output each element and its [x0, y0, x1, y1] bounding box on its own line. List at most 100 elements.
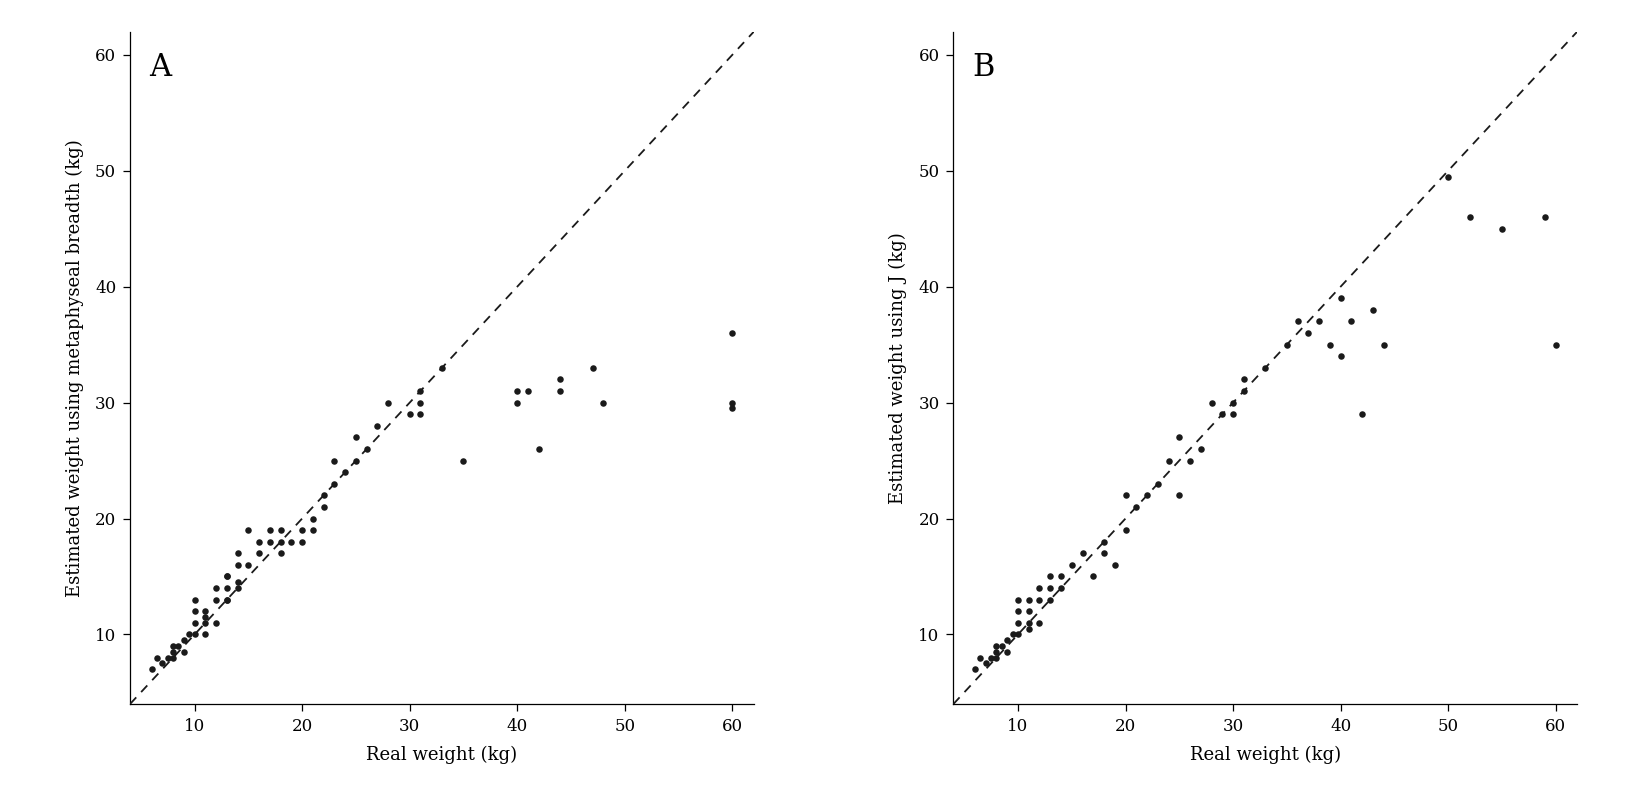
Point — [268, 524, 294, 536]
Point — [364, 419, 390, 432]
Point — [246, 547, 272, 559]
Point — [159, 651, 185, 664]
Point — [1037, 593, 1063, 606]
Text: A: A — [150, 52, 171, 83]
Point — [322, 454, 348, 467]
Point — [257, 524, 283, 536]
Point — [1026, 593, 1052, 606]
Point — [1543, 339, 1569, 351]
Point — [1532, 210, 1558, 223]
Point — [215, 593, 241, 606]
Point — [972, 657, 998, 670]
Point — [1016, 593, 1042, 606]
Point — [171, 634, 197, 646]
Point — [1112, 489, 1138, 501]
X-axis label: Real weight (kg): Real weight (kg) — [1190, 746, 1341, 764]
Point — [984, 640, 1010, 653]
Point — [1070, 547, 1096, 559]
Point — [719, 396, 745, 409]
Point — [1005, 616, 1031, 629]
Point — [203, 616, 229, 629]
Point — [224, 581, 250, 594]
Point — [1436, 170, 1462, 183]
Point — [984, 651, 1010, 664]
Point — [311, 501, 337, 513]
Point — [268, 547, 294, 559]
Point — [182, 616, 208, 629]
Point — [1133, 489, 1159, 501]
Point — [1317, 339, 1343, 351]
Point — [246, 536, 272, 548]
Point — [1059, 558, 1085, 571]
Point — [343, 431, 369, 444]
Point — [182, 593, 208, 606]
Point — [299, 524, 325, 536]
Point — [1016, 605, 1042, 618]
Point — [376, 396, 402, 409]
Point — [1102, 558, 1128, 571]
Point — [1005, 605, 1031, 618]
Point — [1489, 222, 1515, 235]
Point — [176, 628, 202, 641]
Point — [224, 576, 250, 589]
Point — [1016, 623, 1042, 635]
Point — [979, 651, 1005, 664]
Point — [182, 628, 208, 641]
Point — [993, 634, 1020, 646]
Point — [343, 454, 369, 467]
Point — [1145, 478, 1171, 490]
Point — [332, 466, 358, 479]
Point — [203, 581, 229, 594]
Point — [1306, 315, 1332, 327]
Point — [154, 651, 180, 664]
Point — [719, 402, 745, 414]
Point — [450, 454, 476, 467]
Point — [1112, 524, 1138, 536]
Point — [1371, 339, 1397, 351]
Point — [1166, 489, 1192, 501]
Point — [1338, 315, 1364, 327]
Point — [236, 524, 262, 536]
Point — [1005, 593, 1031, 606]
Point — [192, 611, 218, 623]
Point — [1091, 536, 1117, 548]
Point — [1037, 570, 1063, 583]
Point — [504, 396, 530, 409]
Point — [1296, 327, 1322, 339]
Point — [967, 651, 993, 664]
Point — [1166, 431, 1192, 444]
Point — [1037, 581, 1063, 594]
Y-axis label: Estimated weight using J (kg): Estimated weight using J (kg) — [889, 232, 907, 504]
Point — [984, 645, 1010, 658]
Point — [525, 443, 551, 456]
Point — [224, 558, 250, 571]
Point — [1026, 616, 1052, 629]
X-axis label: Real weight (kg): Real weight (kg) — [366, 746, 517, 764]
Point — [203, 593, 229, 606]
Point — [138, 663, 164, 676]
Point — [397, 408, 423, 421]
Point — [215, 581, 241, 594]
Point — [1231, 373, 1257, 386]
Point — [236, 558, 262, 571]
Point — [548, 384, 574, 397]
Point — [145, 651, 171, 664]
Point — [963, 663, 989, 676]
Point — [1080, 570, 1106, 583]
Point — [1198, 396, 1224, 409]
Point — [1350, 408, 1376, 421]
Point — [1049, 570, 1075, 583]
Point — [1210, 408, 1236, 421]
Point — [1124, 501, 1150, 513]
Point — [215, 570, 241, 583]
Point — [504, 384, 530, 397]
Point — [1005, 628, 1031, 641]
Point — [1091, 547, 1117, 559]
Point — [159, 645, 185, 658]
Point — [408, 408, 434, 421]
Point — [354, 443, 380, 456]
Point — [515, 384, 541, 397]
Point — [215, 593, 241, 606]
Point — [257, 536, 283, 548]
Point — [182, 605, 208, 618]
